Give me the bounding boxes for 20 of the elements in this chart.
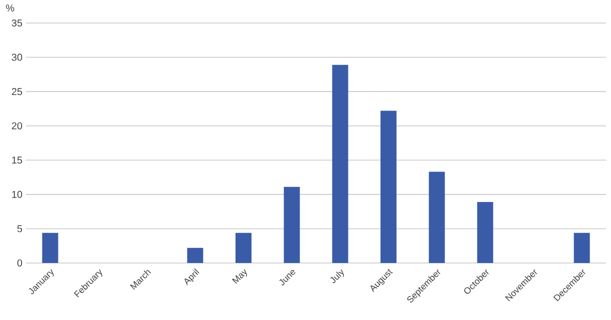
y-axis-title: % xyxy=(6,4,14,12)
bar xyxy=(236,232,252,263)
bar xyxy=(428,172,445,263)
bar xyxy=(332,64,348,263)
y-tick-label: 10 xyxy=(12,190,22,198)
y-tick-label: 5 xyxy=(17,225,22,232)
x-tick-label: July xyxy=(330,269,344,284)
x-tick-label: May xyxy=(232,269,248,284)
y-tick-label: 30 xyxy=(12,54,22,61)
bar xyxy=(187,248,204,263)
y-tick-label: 35 xyxy=(12,19,22,27)
y-tick-label: 15 xyxy=(12,156,22,164)
bar xyxy=(574,232,590,263)
y-tick-label: 25 xyxy=(12,88,22,96)
bar xyxy=(42,232,58,263)
y-tick-label: 20 xyxy=(12,122,22,130)
bar xyxy=(284,186,300,263)
bar xyxy=(477,202,494,263)
y-tick-label: 0 xyxy=(17,259,22,267)
bar xyxy=(380,110,397,263)
